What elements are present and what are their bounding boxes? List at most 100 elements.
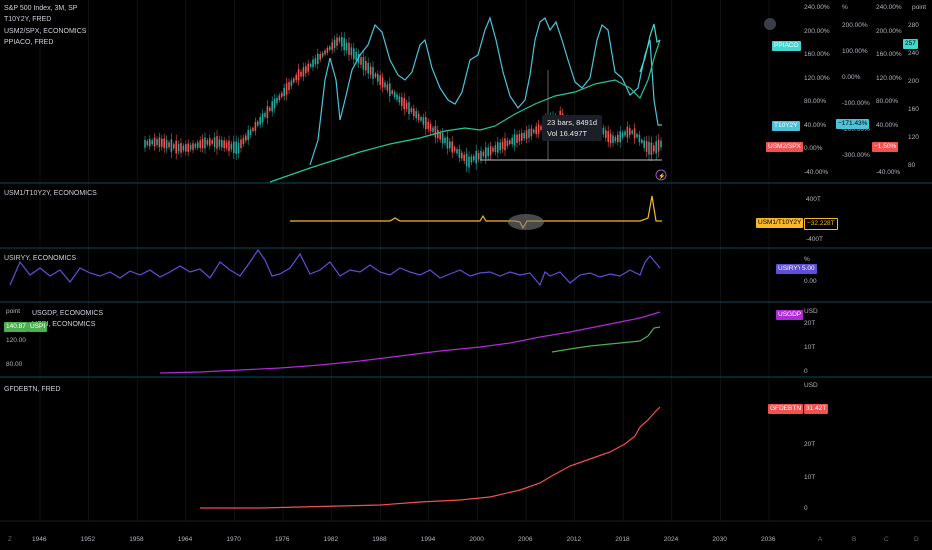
candle-body xyxy=(360,57,362,65)
candle-body xyxy=(453,147,456,152)
axis-left-80[interactable]: 80.00 xyxy=(6,361,23,368)
usm1t10y2y-line[interactable] xyxy=(290,195,662,230)
legend-uspi[interactable]: USPI, ECONOMICS xyxy=(32,321,96,328)
time-axis-label[interactable]: 1952 xyxy=(80,536,96,543)
time-axis-label[interactable]: 2006 xyxy=(518,536,533,543)
time-axis-label[interactable]: 1946 xyxy=(32,536,47,543)
time-axis-label[interactable]: 1982 xyxy=(323,536,339,543)
axis-tick-label[interactable]: -40.00% xyxy=(876,168,901,176)
legend-usm1t10y2y[interactable]: USM1/T10Y2Y, ECONOMICS xyxy=(4,190,97,197)
axis-tick-label[interactable]: 240.00% xyxy=(876,4,902,11)
usm2spx-line[interactable] xyxy=(269,39,661,183)
axis-tick-label[interactable]: 120.00% xyxy=(804,74,830,82)
usm2spx-value-tag: −1.50% xyxy=(872,142,899,152)
t10y2y-tag: T10Y2Y xyxy=(772,121,800,131)
gfdebtn-line[interactable] xyxy=(200,406,661,509)
candle-body xyxy=(614,137,617,142)
time-axis-label[interactable]: 1964 xyxy=(177,536,193,543)
corner-button-a[interactable]: A xyxy=(818,536,823,543)
axis-tick-label[interactable]: 100.00% xyxy=(842,48,868,55)
time-axis-label[interactable]: 1988 xyxy=(372,536,387,543)
axis-irvy-zero[interactable]: 0.00 xyxy=(804,278,817,285)
axis-debt-10t[interactable]: 10T xyxy=(804,474,816,481)
axis-tick-label[interactable]: 160.00% xyxy=(804,51,830,58)
axis-tick-label[interactable]: 200 xyxy=(908,78,919,85)
time-axis-label[interactable]: 2012 xyxy=(566,536,582,543)
candle-body xyxy=(151,140,153,145)
time-axis-label[interactable]: 2036 xyxy=(761,536,776,543)
axis-tick-label[interactable]: 120.00% xyxy=(876,74,902,82)
candle-body xyxy=(189,144,192,150)
corner-button-b[interactable]: B xyxy=(852,536,857,543)
axis-left-120[interactable]: 120.00 xyxy=(6,337,26,344)
legend-usgdp[interactable]: USGDP, ECONOMICS xyxy=(32,310,104,317)
axis-tick-label[interactable]: 200.00% xyxy=(876,27,902,35)
axis-tick-label[interactable]: -200.00% xyxy=(842,126,870,133)
axis-tick-label[interactable]: 160.00% xyxy=(876,51,902,58)
axis-tick-label[interactable]: -40.00% xyxy=(804,168,829,176)
legend-t10y2y[interactable]: T10Y2Y, FRED xyxy=(4,16,52,23)
axis-tick-label[interactable]: 80.00% xyxy=(804,98,827,105)
candle-body xyxy=(619,131,621,143)
axis-m1-top[interactable]: 400T xyxy=(806,196,821,203)
candle-body xyxy=(468,156,470,168)
corner-button-d[interactable]: D xyxy=(914,536,919,543)
time-axis-label[interactable]: 1970 xyxy=(226,536,241,543)
axis-debt-20t[interactable]: 20T xyxy=(804,441,816,448)
axis-gdp-10t[interactable]: 10T xyxy=(804,344,816,351)
axis-tick-label[interactable]: 40.00% xyxy=(876,121,899,129)
candle-body xyxy=(173,144,175,149)
axis-tick-label[interactable]: 80 xyxy=(908,162,916,169)
flash-icon[interactable] xyxy=(655,169,667,181)
axis-tick-label[interactable]: 240.00% xyxy=(804,4,830,11)
axis-tick-label[interactable]: 0.00% xyxy=(842,74,861,81)
time-axis-label[interactable]: 1958 xyxy=(129,536,144,543)
legend-gfdebtn[interactable]: GFDEBTN, FRED xyxy=(4,386,61,393)
candle-body xyxy=(235,141,237,154)
candle-body xyxy=(283,87,285,97)
t10y2y-line[interactable] xyxy=(309,16,662,166)
legend-usirvy[interactable]: USIRYY, ECONOMICS xyxy=(4,255,77,262)
axis-tick-label[interactable]: 200.00% xyxy=(804,27,830,35)
candle-body xyxy=(530,128,533,137)
legend-usm2spx[interactable]: USM2/SPX, ECONOMICS xyxy=(4,28,87,35)
time-axis-label[interactable]: 2030 xyxy=(712,536,727,543)
axis-debt-0[interactable]: 0 xyxy=(804,505,808,512)
usgdp-line[interactable] xyxy=(159,311,661,374)
legend-spx[interactable]: S&P 500 Index, 3M, SP xyxy=(4,5,78,12)
candle-body xyxy=(497,142,499,153)
time-axis-label[interactable]: 2018 xyxy=(615,536,630,543)
highlight-marker xyxy=(508,214,544,230)
axis-tick-label[interactable]: 0.00% xyxy=(804,145,823,152)
time-axis-label[interactable]: 2000 xyxy=(469,536,484,543)
uspi-line[interactable] xyxy=(551,326,661,353)
time-axis-label[interactable]: 1994 xyxy=(420,536,436,543)
axis-tick-label[interactable]: 200.00% xyxy=(842,22,868,29)
axis-tick-label[interactable]: 80.00% xyxy=(876,98,899,105)
axis-m1-bottom[interactable]: -400T xyxy=(806,236,823,243)
candle-body xyxy=(336,37,338,46)
candle-body xyxy=(374,73,377,78)
axis-tick-label[interactable]: 240 xyxy=(908,50,919,57)
axis-gdp-20t[interactable]: 20T xyxy=(804,320,816,327)
axis-tick-label[interactable]: 40.00% xyxy=(804,121,827,129)
ppiaco-line[interactable] xyxy=(639,23,661,73)
timezone-button[interactable]: Z xyxy=(8,536,12,543)
replay-icon[interactable] xyxy=(764,18,776,30)
ppiaco-value-tag: 257 xyxy=(903,39,918,49)
candle-body xyxy=(389,83,391,97)
candle-body xyxy=(429,124,432,131)
axis-tick-label[interactable]: -300.00% xyxy=(842,152,870,159)
axis-tick-label[interactable]: 120 xyxy=(908,134,919,141)
spx-candles[interactable] xyxy=(144,32,662,174)
axis-gdp-0[interactable]: 0 xyxy=(804,368,808,375)
corner-button-c[interactable]: C xyxy=(884,536,889,543)
axis-tick-label[interactable]: 160 xyxy=(908,106,919,113)
axis-tick-label[interactable]: -100.00% xyxy=(842,100,870,107)
axis-tick-label[interactable]: 280 xyxy=(908,22,919,29)
time-axis-label[interactable]: 2024 xyxy=(663,536,679,543)
time-axis-label[interactable]: 1976 xyxy=(275,536,290,543)
legend-ppiaco[interactable]: PPIACO, FRED xyxy=(4,39,54,46)
usirvy-line[interactable] xyxy=(9,248,661,287)
